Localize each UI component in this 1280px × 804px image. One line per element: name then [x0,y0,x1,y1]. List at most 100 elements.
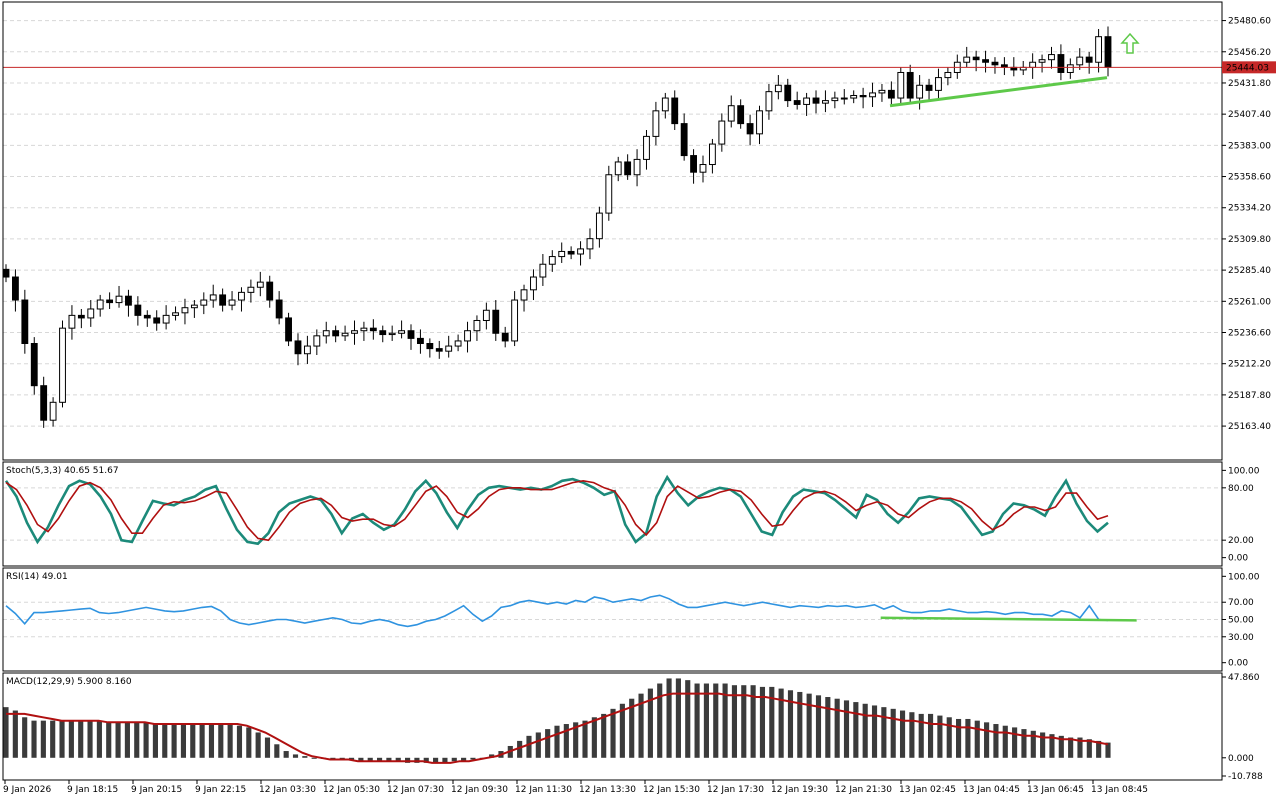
macd-histogram-bar [918,713,924,758]
candle-bull [445,345,453,352]
candle-bull [916,84,924,99]
macd-histogram-bar [1105,742,1111,758]
candle-bear [567,250,575,255]
macd-histogram-bar [208,724,215,758]
macd-histogram-bar [843,700,850,758]
macd-histogram-bar [629,698,635,758]
candle-bull [398,330,406,334]
stoch-tick-label: 0.00 [1228,554,1248,564]
candle-bull [87,308,95,319]
macd-histogram-bar [797,691,803,758]
candle-bear [275,299,283,319]
candle-bear [125,295,132,306]
rsi-pane[interactable]: RSI(14) 49.01 [5,572,1137,628]
macd-histogram-bar [358,757,364,762]
candle-bull [59,327,66,403]
candle-bull [49,401,57,421]
price-tick-label: 25261.00 [1228,297,1271,307]
candle-bull [661,97,669,112]
macd-histogram-bar [395,757,401,762]
time-tick-label: 12 Jan 07:30 [387,785,444,795]
macd-histogram-bar [78,720,84,758]
price-tick-label: 25358.60 [1228,173,1271,183]
candle-bull [200,299,208,306]
candle-bull [341,332,349,337]
time-tick-label: 12 Jan 09:30 [451,785,508,795]
price-tick-label: 25383.00 [1228,141,1271,151]
macd-histogram-bar [31,720,37,758]
macd-histogram-bar [190,724,196,758]
candle-bull [539,263,547,278]
candle-bull [388,332,396,336]
candle-bear [332,330,340,337]
macd-histogram-bar [124,722,130,758]
macd-histogram-bar [50,720,56,758]
candle-bear [153,317,161,324]
candle-bull [238,291,245,301]
candle-bear [266,281,274,301]
macd-histogram-bar [956,718,962,758]
candle-bear [435,348,443,352]
candle-bear [746,123,754,135]
macd-histogram-bar [526,735,532,758]
macd-histogram-bar [741,685,747,758]
price-pane[interactable] [2,26,1222,428]
macd-histogram-bar [143,722,149,758]
current-price-tag [1222,61,1276,74]
macd-histogram-bar [573,722,579,758]
macd-histogram-bar [815,695,822,758]
candle-bull [605,174,613,214]
macd-histogram-bar [386,757,392,762]
macd-histogram-bar [703,683,709,758]
macd-histogram-bar [881,707,887,758]
macd-histogram-bar [1040,732,1046,758]
price-tick-label: 25187.80 [1228,391,1271,401]
candle-bull [303,345,311,355]
rsi-tick-label: 0.00 [1228,659,1248,669]
candle-bull [228,299,236,306]
candle-bull [530,276,537,291]
macd-histogram-bar [517,740,523,758]
stochastic-pane[interactable]: Stoch(5,3,3) 40.65 51.67 [4,466,1109,546]
candle-bull [831,97,839,102]
macd-histogram-bar [778,688,784,758]
candle-bear [294,340,302,355]
candle-bear [1085,56,1093,63]
candle-bull [1048,54,1055,61]
candle-bear [671,97,679,125]
time-tick-label: 9 Jan 2026 [3,785,51,795]
macd-histogram-bar [993,724,999,758]
macd-histogram-bar [610,708,616,758]
macd-histogram-bar [376,757,383,762]
stoch-series-line [5,479,1109,542]
price-tick-label: 25236.60 [1228,329,1271,339]
macd-histogram-bar [731,685,738,758]
macd-histogram-bar [442,757,448,763]
macd-histogram-bar [22,717,28,758]
stoch-tick-label: 100.00 [1228,466,1260,476]
macd-histogram-bar [1002,725,1008,758]
macd-pane[interactable]: MACD(12,29,9) 5.900 8.160 [3,677,1111,764]
macd-histogram-bar [909,712,915,758]
price-tick-label: 25285.40 [1228,266,1271,276]
macd-histogram-bar [433,757,439,763]
candle-bull [68,314,76,329]
price-tick-label: 25212.20 [1228,360,1271,370]
macd-histogram-bar [769,686,775,758]
candle-bull [1076,56,1084,66]
candle-bull [181,307,189,314]
macd-histogram-bar [1030,730,1036,758]
time-tick-label: 12 Jan 05:30 [323,785,380,795]
macd-histogram-bar [890,708,896,758]
candle-bear [492,309,500,334]
candle-bull [708,143,716,166]
macd-histogram-bar [853,702,859,758]
candle-bull [652,110,660,137]
price-tick-label: 25309.80 [1228,235,1271,245]
macd-histogram-bar [292,754,299,758]
macd-histogram-bar [246,727,252,758]
macd-histogram-bar [134,722,140,758]
